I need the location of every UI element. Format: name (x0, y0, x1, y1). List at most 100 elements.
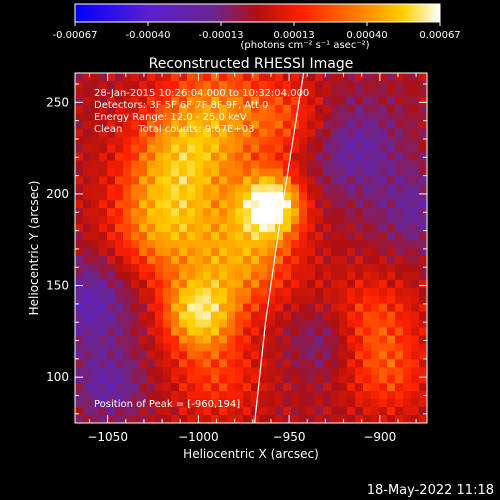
heatmap-cell (123, 216, 132, 225)
heatmap-cell (395, 192, 404, 201)
heatmap-cell (75, 327, 84, 337)
heatmap-cell (283, 271, 292, 281)
heatmap-cell (123, 279, 132, 289)
heatmap-cell (363, 255, 372, 265)
heatmap-cell (299, 248, 308, 257)
heatmap-cell (267, 208, 276, 217)
heatmap-cell (131, 295, 140, 305)
heatmap-cell (347, 415, 356, 423)
heatmap-cell (227, 335, 236, 345)
heatmap-cell (267, 176, 276, 185)
heatmap-cell (83, 144, 92, 154)
heatmap-cell (139, 335, 148, 345)
heatmap-cell (363, 224, 372, 233)
heatmap-cell (267, 399, 276, 408)
heatmap-cell (371, 351, 380, 360)
heatmap-cell (227, 327, 236, 337)
heatmap-cell (395, 200, 404, 209)
heatmap-cell (323, 415, 332, 423)
heatmap-cell (379, 240, 388, 249)
heatmap-cell (395, 399, 404, 408)
heatmap-cell (323, 120, 332, 130)
heatmap-cell (339, 216, 348, 225)
heatmap-cell (99, 367, 108, 376)
heatmap-cell (187, 271, 196, 281)
heatmap-cell (395, 104, 404, 114)
y-tick-label: 100 (46, 370, 69, 384)
heatmap-cell (387, 152, 396, 162)
heatmap-cell (251, 168, 260, 177)
heatmap-cell (99, 327, 108, 337)
heatmap-cell (419, 263, 427, 273)
heatmap-cell (235, 96, 244, 106)
heatmap-cell (171, 255, 180, 265)
heatmap-cell (211, 112, 220, 122)
heatmap-cell (323, 375, 332, 384)
heatmap-cell (123, 359, 132, 368)
heatmap-cell (307, 335, 316, 345)
heatmap-cell (219, 168, 228, 177)
heatmap-cell (147, 248, 156, 257)
heatmap-cell (315, 240, 324, 249)
heatmap-cell (147, 73, 156, 82)
heatmap-cell (179, 311, 188, 321)
heatmap-cell (267, 144, 276, 154)
heatmap-cell (99, 383, 108, 392)
heatmap-cell (203, 240, 212, 249)
heatmap-cell (275, 152, 284, 162)
heatmap-cell (195, 248, 204, 257)
heatmap-cell (403, 128, 412, 138)
heatmap-cell (171, 96, 180, 106)
heatmap-cell (163, 367, 172, 376)
heatmap-cell (403, 367, 412, 376)
heatmap-cell (235, 255, 244, 265)
heatmap-cell (123, 391, 132, 400)
heatmap-cell (283, 279, 292, 289)
heatmap-cell (411, 391, 420, 400)
heatmap-cell (283, 303, 292, 313)
heatmap-cell (203, 96, 212, 106)
heatmap-cell (371, 128, 380, 138)
heatmap-cell (211, 255, 220, 265)
heatmap-cell (155, 367, 164, 376)
heatmap-cell (107, 367, 116, 376)
heatmap-cell (419, 327, 427, 337)
heatmap-cell (179, 248, 188, 257)
heatmap-cell (379, 255, 388, 265)
heatmap-cell (75, 391, 84, 400)
heatmap-cell (299, 287, 308, 297)
heatmap-cell (147, 303, 156, 313)
heatmap-cell (123, 248, 132, 257)
heatmap-cell (323, 128, 332, 138)
heatmap-cell (315, 128, 324, 138)
heatmap-cell (235, 192, 244, 201)
heatmap-cell (275, 279, 284, 289)
heatmap-cell (211, 271, 220, 281)
heatmap-cell (323, 351, 332, 360)
heatmap-cell (291, 351, 300, 360)
heatmap-cell (187, 80, 196, 90)
heatmap-cell (195, 335, 204, 345)
heatmap-cell (331, 168, 340, 177)
heatmap-cell (331, 112, 340, 122)
heatmap-cell (203, 391, 212, 400)
heatmap-cell (139, 287, 148, 297)
heatmap-cell (315, 255, 324, 265)
heatmap-cell (147, 208, 156, 217)
heatmap-cell (163, 399, 172, 408)
heatmap-cell (131, 184, 140, 193)
heatmap-cell (139, 327, 148, 337)
heatmap-cell (331, 152, 340, 162)
heatmap-cell (131, 120, 140, 130)
heatmap-cell (171, 279, 180, 289)
heatmap-cell (419, 240, 427, 249)
heatmap-cell (315, 176, 324, 185)
colorbar-tick-label: -0.00040 (126, 30, 171, 41)
heatmap-cell (307, 327, 316, 337)
heatmap-cell (355, 104, 364, 114)
heatmap-cell (187, 407, 196, 416)
heatmap-cell (275, 399, 284, 408)
heatmap-cell (99, 407, 108, 416)
heatmap-cell (107, 120, 116, 130)
heatmap-cell (267, 255, 276, 265)
